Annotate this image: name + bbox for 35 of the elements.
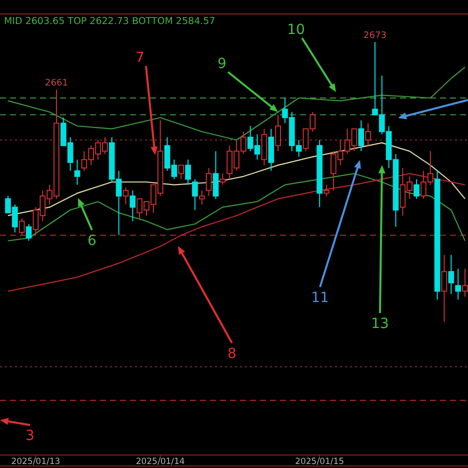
candlestick <box>462 268 468 298</box>
candlestick <box>365 122 371 146</box>
candlestick <box>192 178 198 210</box>
x-tick-label: 2025/01/13 <box>11 457 60 467</box>
annotation: 2661 <box>45 78 68 89</box>
x-tick-label: 2025/01/15 <box>295 457 344 467</box>
annotation: 13 <box>371 316 389 332</box>
candlestick <box>122 187 129 205</box>
candlestick <box>206 168 212 196</box>
text: MID 2603.65 TOP 2622.73 BOTTOM 2584.57 <box>4 16 216 27</box>
annotation: 2673 <box>364 31 386 41</box>
candlestick <box>212 150 219 200</box>
annotation: 7 <box>136 50 144 66</box>
candlestick <box>74 159 80 186</box>
text: 10 <box>287 22 305 38</box>
x-tick-label: 2025/01/14 <box>136 457 185 467</box>
candlestick <box>18 218 25 236</box>
text: 8 <box>228 346 236 362</box>
candlestick <box>178 164 184 180</box>
candlestick <box>185 159 191 186</box>
candlestick <box>441 254 448 322</box>
candlestick <box>26 224 32 242</box>
candlestick <box>358 120 364 152</box>
candlestick <box>275 114 281 152</box>
candlestick <box>448 254 454 294</box>
candlestick <box>198 190 205 205</box>
candlestick <box>414 178 420 200</box>
annotation: 9 <box>218 56 226 72</box>
annotation: 11 <box>311 290 329 306</box>
annotation: 6 <box>88 233 97 249</box>
text: 3 <box>26 428 34 444</box>
candlestick <box>130 190 136 222</box>
candlestick <box>220 173 226 186</box>
candlestick <box>455 268 461 300</box>
candlestick <box>324 184 330 196</box>
